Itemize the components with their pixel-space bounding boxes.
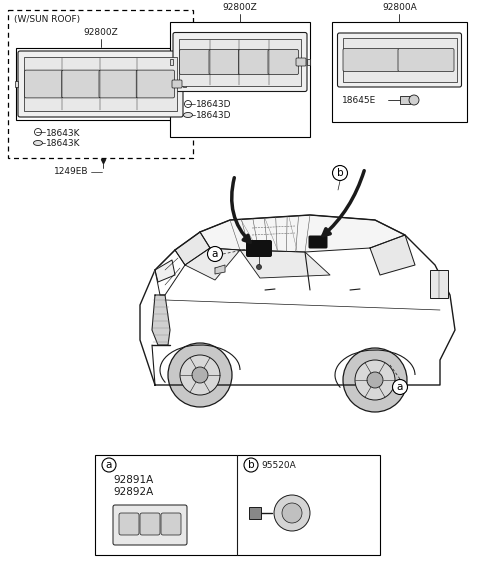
FancyBboxPatch shape (296, 58, 306, 66)
Ellipse shape (183, 112, 192, 118)
FancyBboxPatch shape (398, 48, 454, 72)
Text: 18645E: 18645E (342, 95, 376, 105)
Circle shape (244, 458, 258, 472)
Bar (183, 81, 186, 87)
Text: 18643K: 18643K (46, 128, 81, 137)
FancyBboxPatch shape (113, 505, 187, 545)
Circle shape (102, 458, 116, 472)
Polygon shape (155, 250, 185, 295)
Bar (249, 507, 261, 519)
Circle shape (367, 372, 383, 388)
FancyBboxPatch shape (136, 70, 175, 98)
Text: 18643D: 18643D (196, 111, 231, 119)
FancyBboxPatch shape (99, 70, 137, 98)
Bar (16, 48, 185, 120)
Circle shape (180, 355, 220, 395)
Text: 1249EB: 1249EB (54, 167, 88, 176)
Text: a: a (397, 382, 403, 392)
Polygon shape (175, 232, 210, 265)
FancyBboxPatch shape (268, 49, 299, 74)
Ellipse shape (34, 140, 43, 145)
Polygon shape (240, 250, 330, 278)
FancyBboxPatch shape (337, 33, 461, 87)
FancyBboxPatch shape (246, 240, 272, 257)
Text: 18643K: 18643K (46, 139, 81, 148)
FancyBboxPatch shape (24, 70, 63, 98)
Bar (15, 81, 18, 87)
Bar (343, 38, 456, 82)
Circle shape (207, 247, 223, 261)
Circle shape (343, 348, 407, 412)
Polygon shape (200, 215, 405, 252)
FancyBboxPatch shape (343, 48, 399, 72)
FancyBboxPatch shape (173, 32, 307, 91)
Polygon shape (152, 295, 170, 345)
FancyBboxPatch shape (140, 513, 160, 535)
Text: 92800Z: 92800Z (83, 28, 118, 37)
Circle shape (355, 360, 395, 400)
FancyBboxPatch shape (62, 70, 100, 98)
FancyBboxPatch shape (180, 49, 210, 74)
Polygon shape (215, 265, 225, 274)
Circle shape (393, 379, 408, 395)
Text: a: a (106, 460, 112, 470)
Bar (332, 22, 467, 122)
Bar (307, 59, 310, 65)
Circle shape (274, 495, 310, 531)
FancyBboxPatch shape (239, 49, 269, 74)
Polygon shape (140, 215, 455, 385)
Circle shape (35, 128, 41, 136)
Text: 18643D: 18643D (196, 99, 231, 108)
Circle shape (256, 265, 262, 269)
FancyBboxPatch shape (119, 513, 139, 535)
Bar (95, 455, 380, 555)
Circle shape (282, 503, 302, 523)
Circle shape (333, 165, 348, 181)
Bar (400, 96, 410, 104)
Text: a: a (212, 249, 218, 259)
Circle shape (168, 343, 232, 407)
Circle shape (192, 367, 208, 383)
Bar (430, 270, 448, 298)
Polygon shape (370, 235, 415, 275)
Text: b: b (336, 168, 343, 178)
Polygon shape (185, 248, 240, 280)
Bar (8, 10, 193, 158)
Text: 92892A: 92892A (113, 487, 153, 497)
Bar (170, 22, 310, 137)
Text: 92800A: 92800A (382, 3, 417, 12)
Circle shape (184, 101, 192, 107)
FancyBboxPatch shape (18, 51, 183, 117)
Circle shape (409, 95, 419, 105)
Polygon shape (155, 260, 175, 282)
Bar (24, 57, 177, 111)
FancyBboxPatch shape (209, 49, 240, 74)
Text: 92891A: 92891A (113, 475, 153, 485)
Text: b: b (248, 460, 254, 470)
Bar (170, 59, 173, 65)
Text: 92800Z: 92800Z (223, 3, 257, 12)
FancyBboxPatch shape (172, 80, 182, 88)
Text: 95520A: 95520A (261, 461, 296, 470)
FancyBboxPatch shape (161, 513, 181, 535)
Text: (W/SUN ROOF): (W/SUN ROOF) (14, 15, 80, 24)
FancyBboxPatch shape (309, 236, 327, 249)
Bar (179, 39, 301, 86)
